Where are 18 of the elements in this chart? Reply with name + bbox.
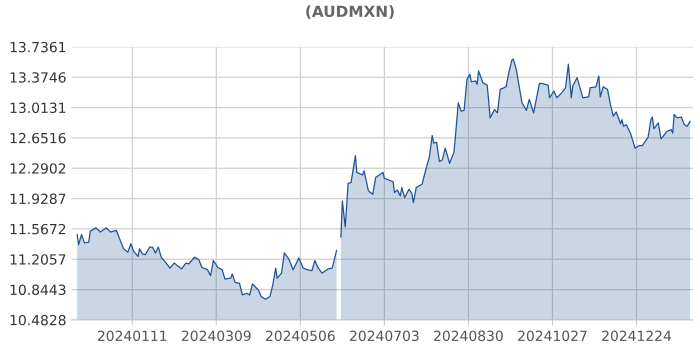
- y-tick-label: 13.3746: [10, 72, 66, 83]
- y-tick-label: 10.4828: [10, 314, 66, 326]
- x-tick-label: 20241027: [518, 330, 587, 342]
- x-tick-label: 20240830: [434, 330, 503, 342]
- y-tick-label: 10.8443: [10, 284, 66, 296]
- x-tick-label: 20241224: [602, 330, 672, 342]
- x-tick-label: 20240111: [98, 330, 166, 342]
- chart-title: (AUDMXN): [306, 5, 394, 19]
- x-tick-label: 20240703: [350, 330, 419, 342]
- y-tick-label: 11.9287: [10, 194, 66, 204]
- y-tick-label: 11.5672: [10, 224, 66, 234]
- y-tick-label: 13.0131: [10, 102, 66, 114]
- y-tick-label: 12.2902: [10, 163, 66, 174]
- x-tick-label: 20240309: [182, 330, 251, 342]
- y-tick-label: 12.6516: [10, 132, 66, 144]
- y-tick-label: 11.2057: [10, 254, 66, 265]
- y-tick-label: 13.7361: [10, 42, 66, 52]
- x-tick-label: 20240506: [266, 330, 335, 342]
